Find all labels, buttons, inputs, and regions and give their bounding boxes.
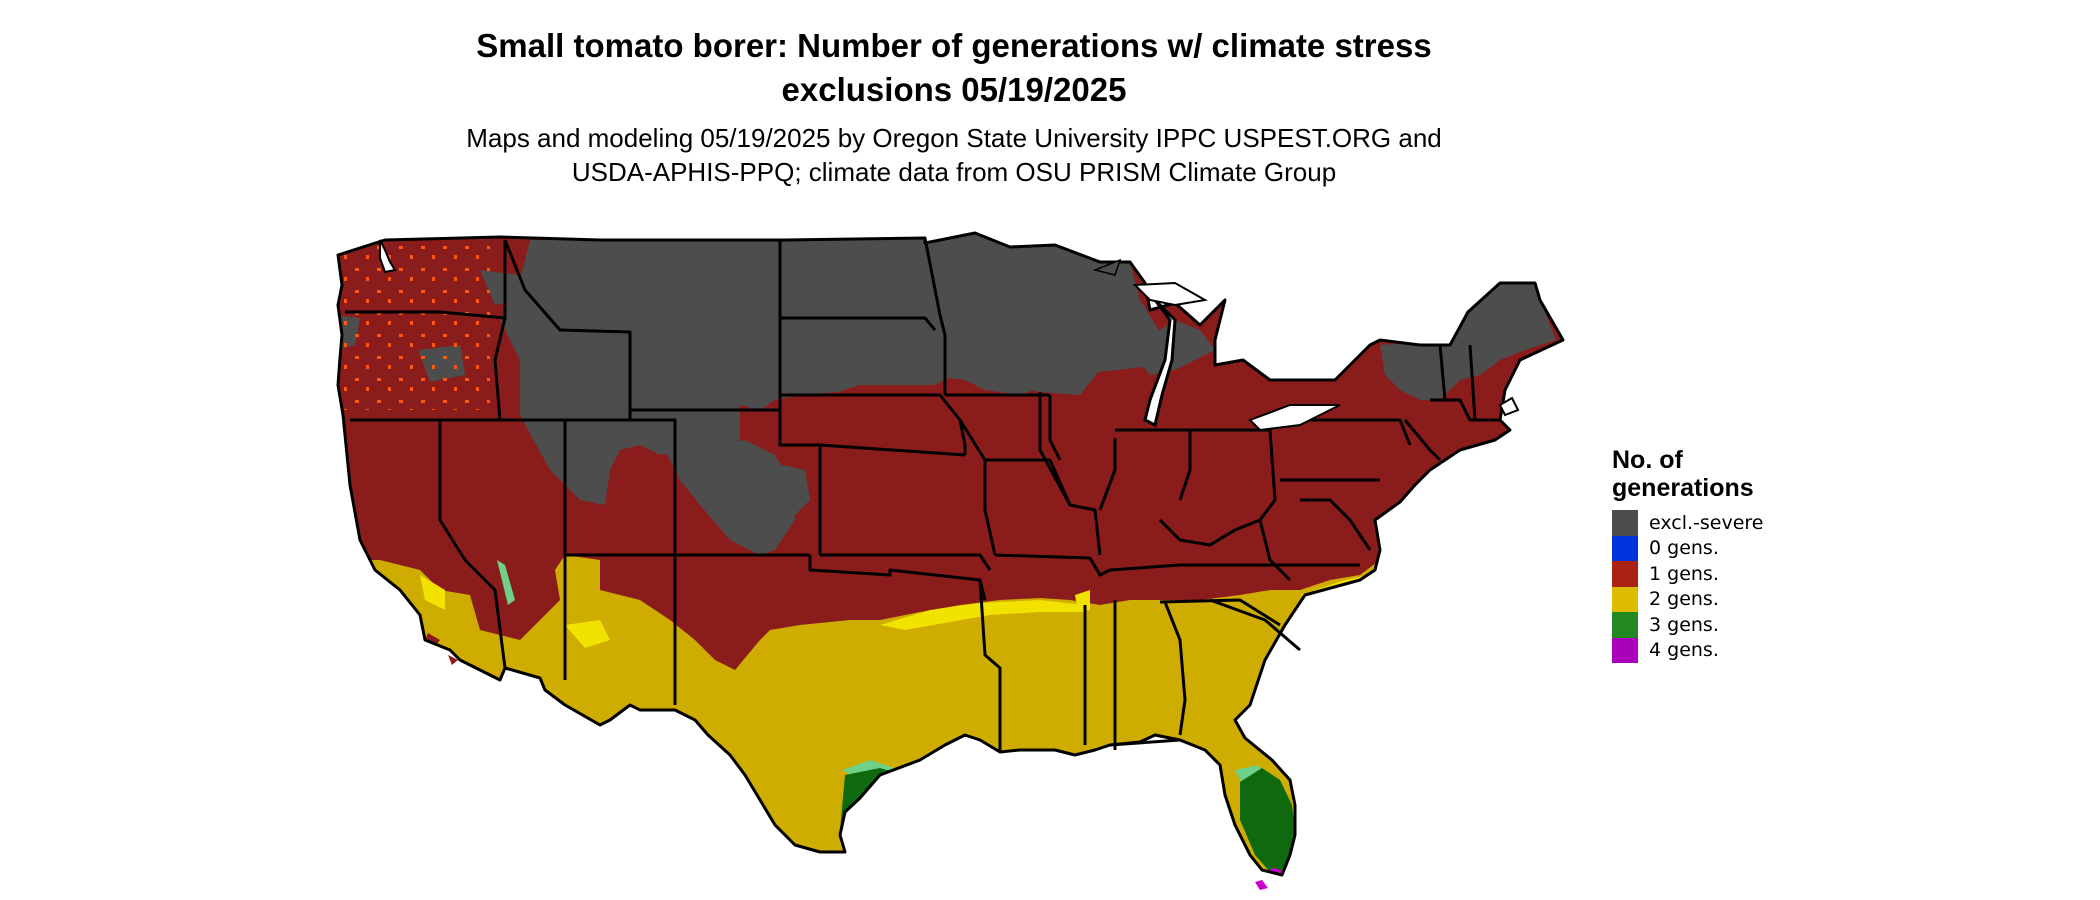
legend-title-line2: generations <box>1612 474 1754 502</box>
cape-cod <box>1498 396 1520 417</box>
channel-islands <box>425 633 440 645</box>
legend-swatch <box>1612 535 1638 561</box>
us-generations-map <box>336 231 1565 890</box>
lake-erie-edge <box>1248 404 1341 432</box>
legend-swatch <box>1612 637 1638 663</box>
map-subtitle-line2: USDA-APHIS-PPQ; climate data from OSU PR… <box>571 157 1337 187</box>
map-title: Small tomato borer: Number of generation… <box>0 24 1908 112</box>
channel-islands-south <box>448 655 458 665</box>
map-subtitle-line1: Maps and modeling 05/19/2025 by Oregon S… <box>466 123 1442 153</box>
fringe-pattern <box>338 240 490 410</box>
puget-sound <box>379 239 397 274</box>
legend-item-2-gens: 2 gens. <box>1612 586 1832 612</box>
map-legend: No. of generations excl.-severe 0 gens. … <box>1612 446 1832 663</box>
state-borders <box>336 231 1565 877</box>
legend-item-excluded: excl.-severe <box>1612 510 1832 536</box>
map-title-line1: Small tomato borer: Number of generation… <box>476 27 1432 64</box>
legend-item-3-gens: 3 gens. <box>1612 612 1832 638</box>
legend-label: 0 gens. <box>1649 537 1719 560</box>
map-title-line2: exclusions 05/19/2025 <box>781 71 1127 108</box>
isle-royale <box>1092 258 1122 276</box>
legend-label: 4 gens. <box>1649 639 1719 662</box>
legend-label: 1 gens. <box>1649 562 1719 585</box>
legend-item-4-gens: 4 gens. <box>1612 637 1832 663</box>
map-fill-layers <box>338 233 1563 875</box>
legend-label: 2 gens. <box>1649 588 1719 611</box>
legend-item-1-gens: 1 gens. <box>1612 561 1832 587</box>
lake-michigan <box>1143 298 1177 428</box>
legend-swatch <box>1612 586 1638 612</box>
legend-swatch <box>1612 510 1638 536</box>
legend-swatch <box>1612 612 1638 638</box>
legend-swatch <box>1612 561 1638 587</box>
legend-items: excl.-severe 0 gens. 1 gens. 2 gens. 3 g… <box>1612 510 1832 663</box>
florida-keys <box>1255 880 1268 890</box>
legend-title: No. of generations <box>1612 446 1832 502</box>
map-subtitle: Maps and modeling 05/19/2025 by Oregon S… <box>0 121 1908 189</box>
lake-superior-edge <box>1132 281 1208 307</box>
legend-label: excl.-severe <box>1649 511 1764 534</box>
legend-title-line1: No. of <box>1612 446 1683 474</box>
legend-label: 3 gens. <box>1649 613 1719 636</box>
legend-item-0-gens: 0 gens. <box>1612 535 1832 561</box>
